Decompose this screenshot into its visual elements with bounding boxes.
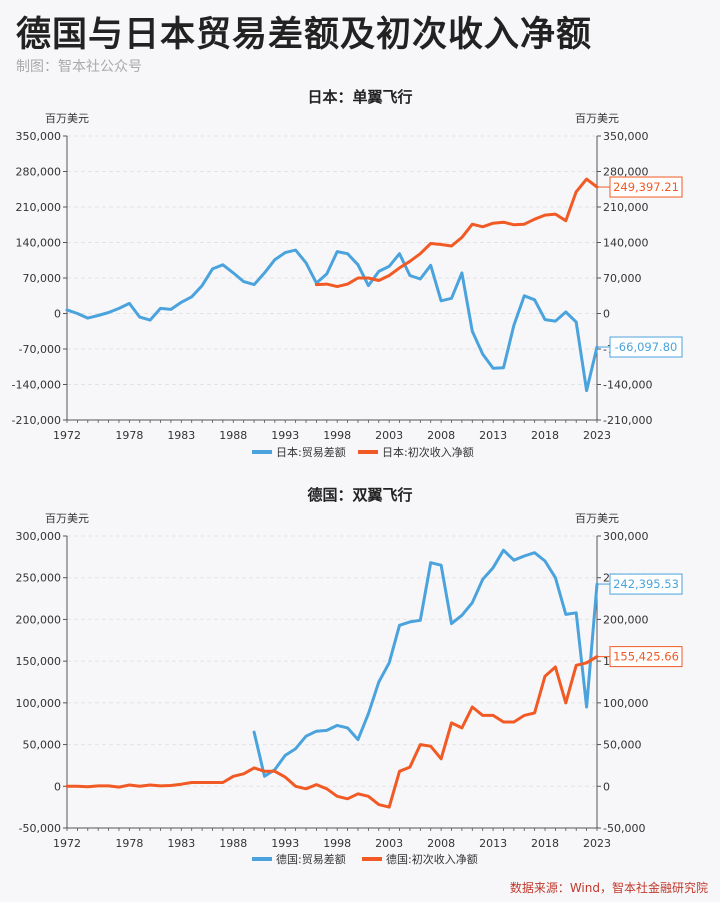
japan-legend-label: 日本:初次收入净额 [382, 445, 474, 459]
japan-end-value-box [609, 176, 683, 198]
japan-x-tick-label: 1993 [271, 429, 299, 442]
germany-right-tick-label: 100,000 [603, 697, 649, 710]
germany-right-tick-label: 0 [603, 780, 610, 793]
japan-left-tick-label: -140,000 [12, 379, 61, 392]
germany-legend-label: 德国:初次收入净额 [386, 852, 478, 866]
japan-left-unit-label: 百万美元 [45, 112, 89, 125]
japan-x-tick-label: 1988 [219, 429, 247, 442]
japan-x-tick-label: 2018 [531, 429, 559, 442]
germany-left-tick-label: 0 [54, 780, 61, 793]
japan-end-value-label: -66,097.80 [615, 340, 678, 354]
germany-x-tick-label: 2008 [427, 837, 455, 850]
germany-x-tick-label: 2018 [531, 837, 559, 850]
page-title: 德国与日本贸易差额及初次收入净额 [16, 15, 593, 55]
germany-right-unit-label: 百万美元 [575, 512, 619, 525]
germany-left-tick-label: 100,000 [16, 697, 62, 710]
japan-left-tick-label: 350,000 [16, 130, 62, 143]
japan-end-value-label: 249,397.21 [613, 180, 679, 194]
japan-series-line-primary-income [314, 177, 599, 289]
japan-left-tick-label: 210,000 [16, 201, 62, 214]
germany-right-tick-label: 200,000 [603, 613, 649, 626]
germany-left-tick-label: 200,000 [16, 613, 62, 626]
japan-right-tick-label: 280,000 [603, 166, 649, 179]
germany-right-tick-label: 300,000 [603, 530, 649, 543]
germany-x-tick-label: 2003 [375, 837, 403, 850]
japan-right-tick-label: 140,000 [603, 237, 649, 250]
japan-end-value-box [609, 336, 683, 358]
germany-x-tick-label: 1972 [53, 837, 81, 850]
japan-x-tick-label: 1983 [167, 429, 195, 442]
japan-right-tick-label: 350,000 [603, 130, 649, 143]
germany-left-tick-label: -50,000 [19, 822, 61, 835]
germany-x-tick-label: 1988 [219, 837, 247, 850]
germany-left-tick-label: 300,000 [16, 530, 62, 543]
japan-x-tick-label: 1978 [115, 429, 143, 442]
japan-x-tick-label: 2013 [479, 429, 507, 442]
germany-right-tick-label: 50,000 [603, 739, 642, 752]
japan-x-tick-label: 2003 [375, 429, 403, 442]
japan-x-tick-label: 1998 [323, 429, 351, 442]
chart-credit: 制图：智本社公众号 [16, 59, 142, 75]
germany-left-tick-label: 250,000 [16, 572, 62, 585]
japan-right-tick-label: -140,000 [603, 379, 652, 392]
germany-x-tick-label: 2023 [583, 837, 611, 850]
japan-left-tick-label: -210,000 [12, 414, 61, 427]
germany-end-value-box [609, 646, 683, 668]
japan-right-unit-label: 百万美元 [575, 112, 619, 125]
japan-legend-label: 日本:贸易差额 [276, 445, 346, 459]
germany-series-line-trade-balance [252, 548, 599, 778]
germany-left-unit-label: 百万美元 [45, 512, 89, 525]
germany-end-value-box [609, 573, 683, 595]
japan-right-tick-label: 210,000 [603, 201, 649, 214]
japan-right-tick-label: 70,000 [603, 272, 642, 285]
germany-right-tick-label: -50,000 [603, 822, 645, 835]
germany-x-tick-label: 2013 [479, 837, 507, 850]
germany-x-tick-label: 1978 [115, 837, 143, 850]
germany-x-tick-label: 1993 [271, 837, 299, 850]
germany-legend-label: 德国:贸易差额 [276, 852, 346, 866]
japan-left-tick-label: 0 [54, 308, 61, 321]
germany-x-tick-label: 1998 [323, 837, 351, 850]
japan-left-tick-label: 140,000 [16, 237, 62, 250]
data-source: 数据来源：Wind，智本社金融研究院 [509, 881, 708, 895]
germany-left-tick-label: 150,000 [16, 655, 62, 668]
germany-chart-title: 德国：双翼飞行 [307, 486, 412, 504]
japan-series-line-trade-balance [65, 248, 599, 393]
japan-left-tick-label: 280,000 [16, 166, 62, 179]
germany-end-value-label: 242,395.53 [613, 577, 679, 591]
japan-x-tick-label: 2023 [583, 429, 611, 442]
japan-chart-title: 日本：单翼飞行 [307, 88, 412, 106]
japan-left-tick-label: -70,000 [19, 343, 61, 356]
japan-x-tick-label: 2008 [427, 429, 455, 442]
germany-end-value-label: 155,425.66 [613, 650, 679, 664]
japan-left-tick-label: 70,000 [23, 272, 62, 285]
germany-x-tick-label: 1983 [167, 837, 195, 850]
germany-left-tick-label: 50,000 [23, 739, 62, 752]
japan-right-tick-label: -210,000 [603, 414, 652, 427]
germany-series-line-primary-income [65, 655, 599, 809]
japan-right-tick-label: 0 [603, 308, 610, 321]
japan-x-tick-label: 1972 [53, 429, 81, 442]
